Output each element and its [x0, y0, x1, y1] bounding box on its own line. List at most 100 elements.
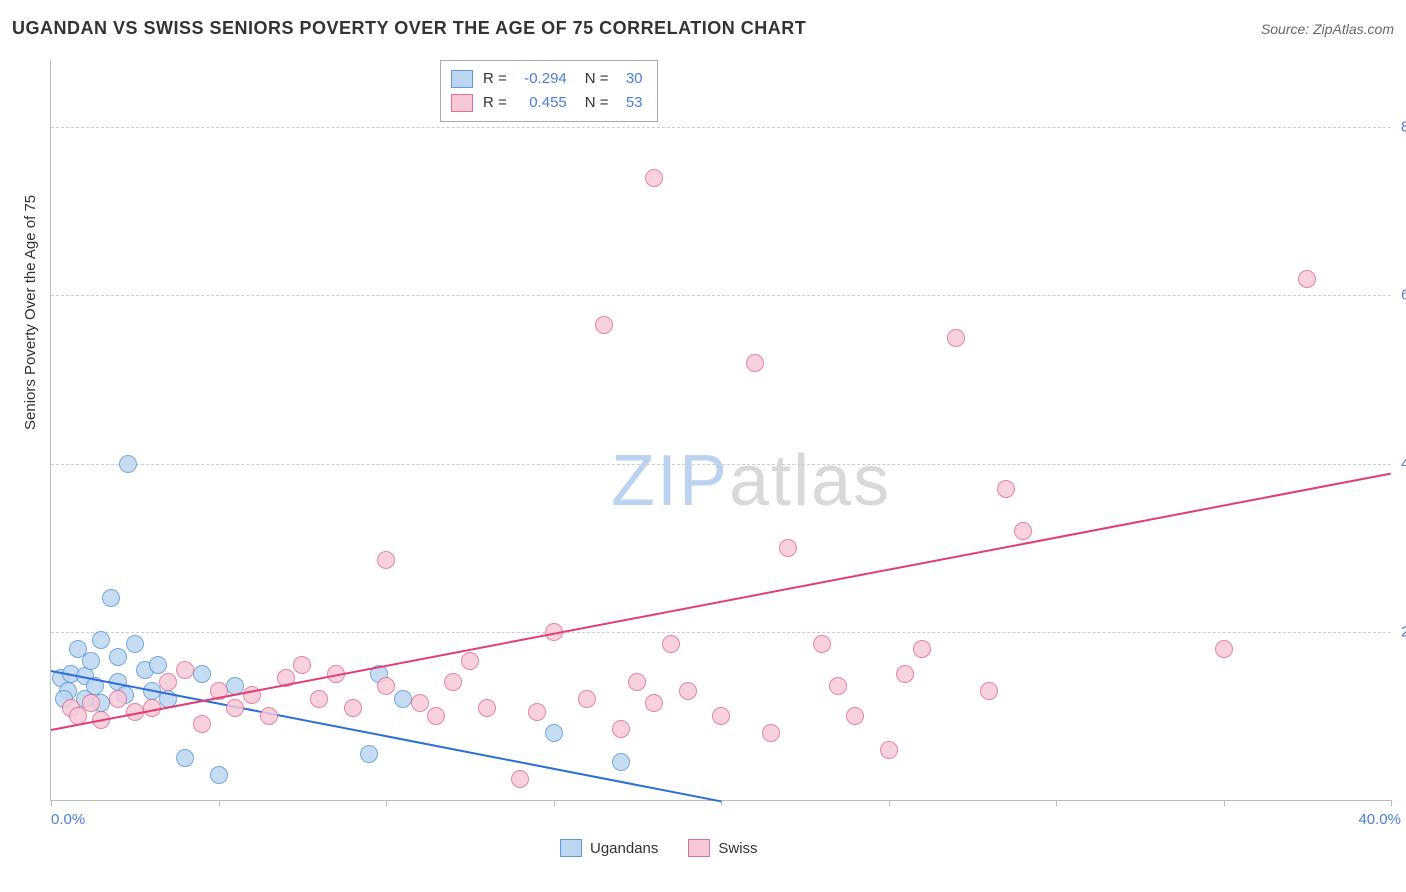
legend-n-value: 30 [615, 67, 643, 91]
data-point [980, 682, 998, 700]
data-point [779, 539, 797, 557]
source-label: Source: ZipAtlas.com [1261, 21, 1394, 37]
data-point [344, 699, 362, 717]
y-tick-label: 40.0% [1401, 455, 1406, 472]
data-point [846, 707, 864, 725]
data-point [377, 677, 395, 695]
data-point [210, 766, 228, 784]
data-point [896, 665, 914, 683]
data-point [193, 665, 211, 683]
data-point [82, 694, 100, 712]
data-point [149, 656, 167, 674]
data-point [159, 673, 177, 691]
watermark: ZIPatlas [611, 440, 891, 522]
data-point [645, 169, 663, 187]
data-point [461, 652, 479, 670]
x-axis-max-label: 40.0% [1358, 811, 1401, 828]
data-point [829, 677, 847, 695]
data-point [913, 640, 931, 658]
x-tick [1224, 800, 1225, 806]
data-point [511, 770, 529, 788]
legend-n-label: N = [585, 67, 609, 91]
data-point [226, 699, 244, 717]
data-point [109, 690, 127, 708]
data-point [126, 635, 144, 653]
data-point [612, 753, 630, 771]
x-tick [1391, 800, 1392, 806]
data-point [746, 354, 764, 372]
legend-row: R =-0.294 N =30 [451, 67, 643, 91]
data-point [880, 741, 898, 759]
legend-r-label: R = [483, 91, 507, 115]
data-point [813, 635, 831, 653]
data-point [528, 703, 546, 721]
data-point [1014, 522, 1032, 540]
legend-swatch [560, 839, 582, 857]
stats-legend: R =-0.294 N =30 R =0.455 N =53 [440, 60, 658, 122]
data-point [176, 661, 194, 679]
chart-title: UGANDAN VS SWISS SENIORS POVERTY OVER TH… [12, 18, 806, 39]
data-point [679, 682, 697, 700]
data-point [377, 551, 395, 569]
data-point [360, 745, 378, 763]
data-point [997, 480, 1015, 498]
x-tick [219, 800, 220, 806]
trend-line [51, 472, 1391, 730]
x-tick [51, 800, 52, 806]
bottom-legend-item: Ugandans [560, 839, 658, 857]
data-point [394, 690, 412, 708]
data-point [762, 724, 780, 742]
bottom-legend-item: Swiss [688, 839, 757, 857]
legend-n-label: N = [585, 91, 609, 115]
gridline [51, 127, 1391, 128]
data-point [310, 690, 328, 708]
legend-label: Ugandans [590, 840, 658, 857]
data-point [478, 699, 496, 717]
data-point [119, 455, 137, 473]
legend-r-value: 0.455 [513, 91, 567, 115]
data-point [82, 652, 100, 670]
data-point [645, 694, 663, 712]
y-tick-label: 20.0% [1401, 623, 1406, 640]
x-tick [554, 800, 555, 806]
legend-swatch [688, 839, 710, 857]
data-point [545, 724, 563, 742]
data-point [411, 694, 429, 712]
data-point [176, 749, 194, 767]
data-point [712, 707, 730, 725]
legend-r-label: R = [483, 67, 507, 91]
data-point [427, 707, 445, 725]
data-point [92, 631, 110, 649]
data-point [612, 720, 630, 738]
data-point [628, 673, 646, 691]
x-tick [721, 800, 722, 806]
x-axis-min-label: 0.0% [51, 811, 85, 828]
data-point [1298, 270, 1316, 288]
plot-area: ZIPatlas 20.0%40.0%60.0%80.0%0.0%40.0% [50, 60, 1391, 801]
data-point [260, 707, 278, 725]
legend-swatch [451, 70, 473, 88]
data-point [109, 648, 127, 666]
gridline [51, 464, 1391, 465]
data-point [444, 673, 462, 691]
legend-swatch [451, 94, 473, 112]
watermark-atlas: atlas [729, 441, 891, 521]
x-tick [889, 800, 890, 806]
x-tick [386, 800, 387, 806]
legend-n-value: 53 [615, 91, 643, 115]
y-tick-label: 80.0% [1401, 119, 1406, 136]
data-point [1215, 640, 1233, 658]
y-tick-label: 60.0% [1401, 287, 1406, 304]
x-tick [1056, 800, 1057, 806]
y-axis-title: Seniors Poverty Over the Age of 75 [22, 195, 39, 430]
legend-row: R =0.455 N =53 [451, 91, 643, 115]
data-point [662, 635, 680, 653]
data-point [947, 329, 965, 347]
gridline [51, 632, 1391, 633]
legend-r-value: -0.294 [513, 67, 567, 91]
data-point [293, 656, 311, 674]
watermark-zip: ZIP [611, 441, 729, 521]
data-point [578, 690, 596, 708]
bottom-legend: Ugandans Swiss [560, 839, 758, 857]
data-point [102, 589, 120, 607]
